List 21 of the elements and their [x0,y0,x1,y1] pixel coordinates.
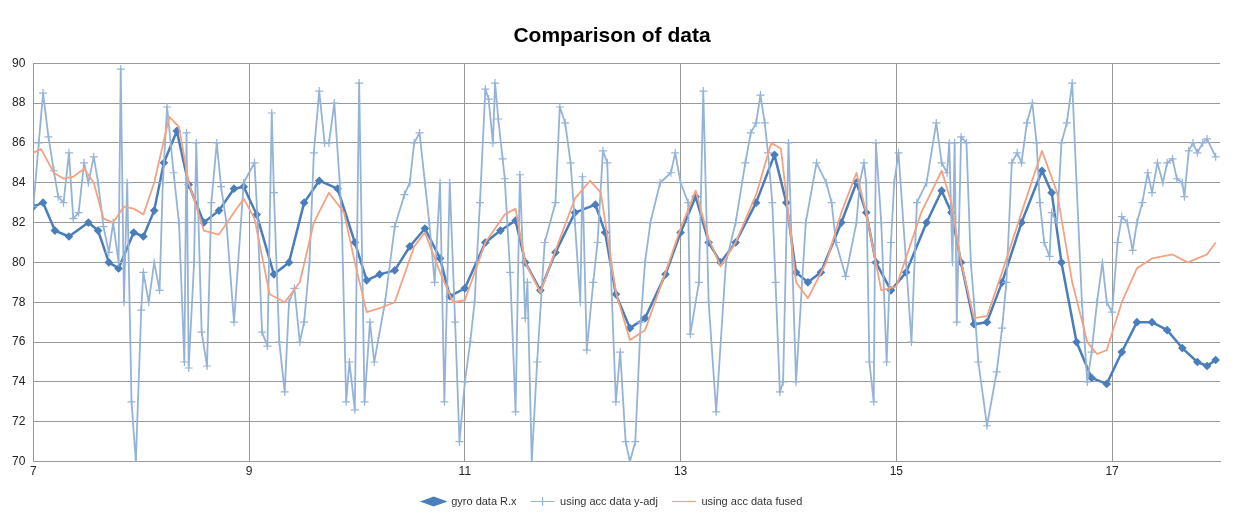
y-tick-label: 90 [11,55,26,70]
y-tick-label: 80 [11,254,26,269]
x-tick-label: 9 [245,464,253,479]
x-tick-label: 17 [1105,464,1120,479]
y-tick-label: 84 [11,175,26,190]
y-tick-label: 74 [11,374,26,389]
chart-title: Comparison of data [513,23,711,47]
x-tick-label: 7 [30,464,37,479]
legend-label: gyro data R.x [451,494,518,507]
x-tick-label: 15 [889,464,904,479]
legend-label: using acc data fused [701,494,803,507]
y-tick-label: 88 [11,95,26,110]
y-tick-label: 76 [11,334,26,349]
y-tick-label: 72 [11,414,26,429]
y-tick-label: 82 [11,214,26,229]
y-tick-label: 86 [11,135,26,150]
x-tick-label: 13 [673,464,688,479]
legend-label: using acc data y-adj [560,494,658,507]
y-tick-label: 70 [11,453,26,468]
x-tick-label: 11 [458,464,472,479]
y-tick-label: 78 [11,294,26,309]
